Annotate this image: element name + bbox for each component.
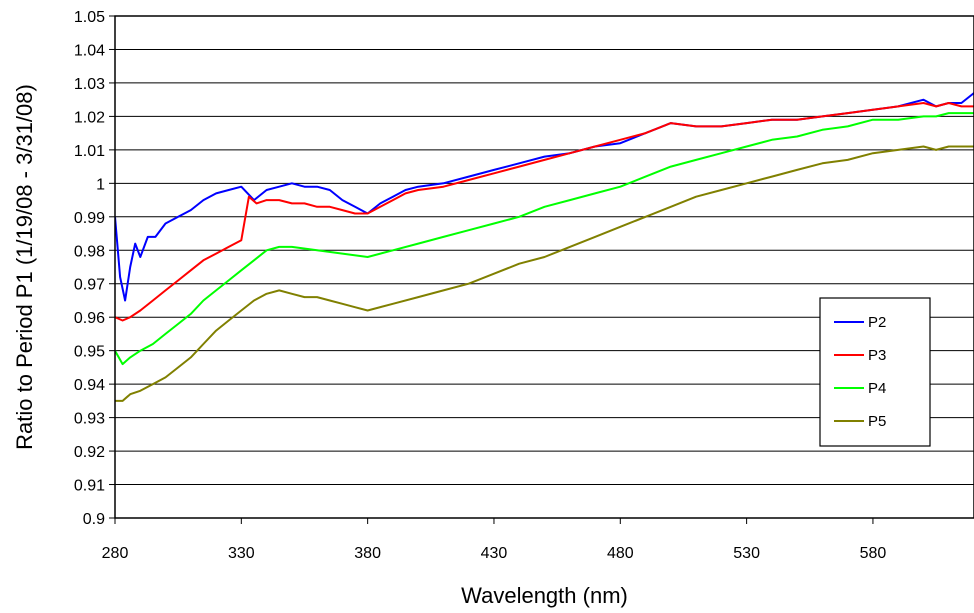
- y-axis: 0.9 0.91 0.92 0.93 0.94 0.95 0.96 0.97 0.98 0.99 1…: [74, 9, 115, 528]
- x-tick-label: 380: [354, 545, 381, 562]
- y-tick-label: 0.92: [74, 444, 105, 461]
- plot-frame: [114, 15, 974, 519]
- legend: P2 P3 P4 P5: [819, 297, 931, 447]
- series-line-p5: [115, 145, 974, 402]
- series-line-p3: [115, 102, 974, 322]
- x-axis: 280 330 380 430 480 530 580: [102, 518, 887, 562]
- legend-label: P5: [868, 413, 886, 430]
- x-tick-label: 430: [481, 545, 508, 562]
- gridlines: [115, 15, 974, 519]
- y-tick-label: 1: [96, 176, 105, 193]
- y-tick-label: 0.95: [74, 344, 105, 361]
- y-tick-label: 1.04: [74, 42, 105, 59]
- x-tick-label: 280: [102, 545, 129, 562]
- x-tick-label: 530: [733, 545, 760, 562]
- y-tick-label: 1.03: [74, 76, 105, 93]
- y-tick-label: 0.96: [74, 310, 105, 327]
- legend-label: P3: [868, 347, 886, 364]
- y-tick-label: 1.05: [74, 9, 105, 26]
- y-tick-label: 1.02: [74, 109, 105, 126]
- x-tick-label: 580: [860, 545, 887, 562]
- x-tick-label: 330: [228, 545, 255, 562]
- legend-label: P4: [868, 380, 886, 397]
- series-lines: [115, 92, 974, 402]
- y-tick-label: 0.99: [74, 210, 105, 227]
- y-tick-label: 1.01: [74, 143, 105, 160]
- legend-label: P2: [868, 314, 886, 331]
- y-tick-label: 0.9: [83, 511, 105, 528]
- y-tick-label: 0.91: [74, 478, 105, 495]
- y-axis-title: Ratio to Period P1 (1/19/08 - 3/31/08): [12, 84, 37, 450]
- y-tick-label: 0.97: [74, 277, 105, 294]
- y-tick-label: 0.93: [74, 411, 105, 428]
- series-line-p4: [115, 112, 974, 366]
- y-tick-label: 0.98: [74, 243, 105, 260]
- y-tick-label: 0.94: [74, 377, 105, 394]
- x-tick-label: 480: [607, 545, 634, 562]
- x-axis-title: Wavelength (nm): [461, 583, 628, 608]
